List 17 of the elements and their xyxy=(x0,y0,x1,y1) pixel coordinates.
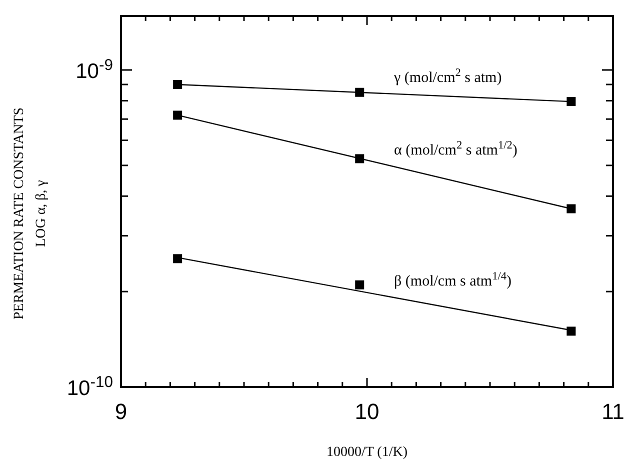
point xyxy=(566,97,576,106)
series-label: β (mol/cm s atm$^{1/4}$) xyxy=(394,270,512,290)
x-tick-label: 9 xyxy=(114,399,128,424)
x-axis-title: 10000/T (1/K) xyxy=(326,445,408,459)
point xyxy=(566,326,576,336)
point xyxy=(173,110,182,120)
x-tick-label: 11 xyxy=(602,399,624,424)
y-tick-label: 10$^{-10}$ xyxy=(66,374,114,400)
point xyxy=(355,280,364,290)
point xyxy=(566,204,576,214)
point xyxy=(173,80,182,89)
y-axis-title: PERMEATION RATE CONSTANTS LOG α, β, γ xyxy=(12,107,49,320)
series-label: γ (mol/cm$^{2}$ s atm) xyxy=(393,66,502,86)
x-tick-label: 10 xyxy=(354,399,380,424)
y-tick-label: 10$^{-9}$ xyxy=(76,56,114,83)
point xyxy=(173,254,182,264)
series-label: α (mol/cm$^{2}$ s atm$^{1/2}$) xyxy=(394,140,518,159)
